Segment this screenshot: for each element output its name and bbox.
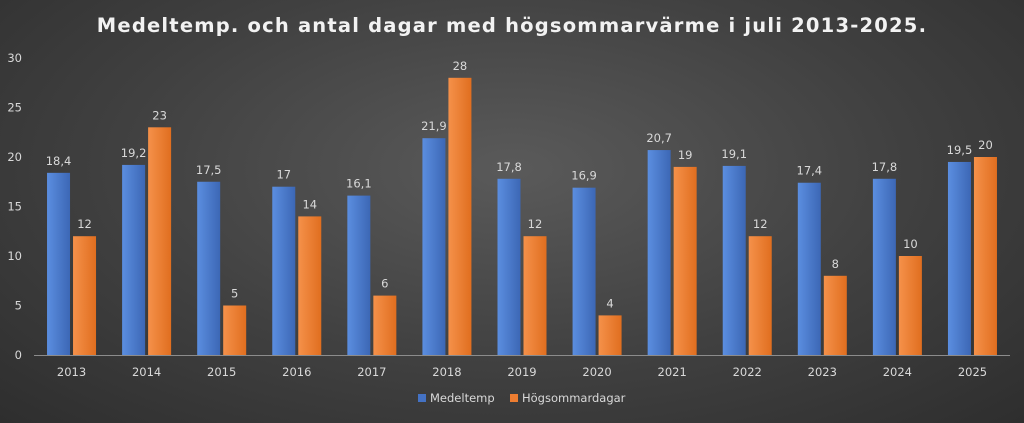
legend-label-medeltemp: Medeltemp xyxy=(430,391,495,405)
chart-title: Medeltemp. och antal dagar med högsommar… xyxy=(96,14,928,37)
bar-hogsommardagar xyxy=(898,256,922,355)
data-label: 4 xyxy=(606,296,613,310)
y-tick-label: 10 xyxy=(7,249,22,263)
data-label: 19 xyxy=(678,148,693,162)
data-label: 12 xyxy=(77,217,92,231)
bar-medeltemp xyxy=(347,195,371,355)
bar-hogsommardagar xyxy=(448,77,472,356)
x-tick-label: 2015 xyxy=(207,365,236,379)
bar-medeltemp xyxy=(272,186,296,355)
bar-hogsommardagar xyxy=(298,216,322,355)
bar-medeltemp xyxy=(122,164,146,355)
bar-hogsommardagar xyxy=(973,157,997,355)
bar-medeltemp xyxy=(947,161,971,355)
data-label: 17,5 xyxy=(196,163,222,177)
data-label: 23 xyxy=(152,108,167,122)
data-label: 18,4 xyxy=(46,154,72,168)
bar-medeltemp xyxy=(872,178,896,355)
data-label: 19,5 xyxy=(947,143,973,157)
data-label: 20 xyxy=(978,138,993,152)
data-label: 17,8 xyxy=(872,160,898,174)
y-tick-label: 30 xyxy=(7,51,22,65)
legend-swatch-hogsommardagar xyxy=(510,394,518,402)
data-label: 21,9 xyxy=(421,119,447,133)
data-label: 12 xyxy=(753,217,768,231)
x-tick-label: 2014 xyxy=(132,365,161,379)
bar-hogsommardagar xyxy=(673,166,697,355)
x-tick-label: 2024 xyxy=(883,365,912,379)
data-label: 19,2 xyxy=(121,146,147,160)
bar-medeltemp xyxy=(422,138,446,355)
bar-medeltemp xyxy=(47,172,71,355)
y-tick-label: 5 xyxy=(15,299,22,313)
x-tick-label: 2020 xyxy=(582,365,611,379)
bar-medeltemp xyxy=(497,178,521,355)
data-label: 28 xyxy=(453,59,468,73)
bar-hogsommardagar xyxy=(73,236,97,355)
x-tick-label: 2016 xyxy=(282,365,311,379)
bar-hogsommardagar xyxy=(223,305,247,355)
legend-label-hogsommardagar: Högsommardagar xyxy=(522,391,626,405)
y-tick-label: 20 xyxy=(7,150,22,164)
data-label: 16,1 xyxy=(346,177,372,191)
x-tick-label: 2018 xyxy=(432,365,461,379)
data-label: 6 xyxy=(381,277,388,291)
bar-medeltemp xyxy=(197,181,221,355)
bar-hogsommardagar xyxy=(523,236,547,355)
x-tick-label: 2017 xyxy=(357,365,386,379)
y-tick-label: 25 xyxy=(7,101,22,115)
x-tick-label: 2023 xyxy=(808,365,837,379)
bar-hogsommardagar xyxy=(748,236,772,355)
bar-hogsommardagar xyxy=(598,315,622,355)
data-label: 17,4 xyxy=(797,164,823,178)
x-tick-label: 2013 xyxy=(57,365,86,379)
x-tick-label: 2025 xyxy=(958,365,987,379)
x-tick-label: 2021 xyxy=(658,365,687,379)
bar-medeltemp xyxy=(647,150,671,355)
data-label: 8 xyxy=(832,257,839,271)
data-label: 17,8 xyxy=(496,160,522,174)
data-label: 10 xyxy=(903,237,918,251)
data-label: 12 xyxy=(528,217,543,231)
data-label: 20,7 xyxy=(646,131,672,145)
legend-swatch-medeltemp xyxy=(418,394,426,402)
x-tick-label: 2022 xyxy=(733,365,762,379)
data-label: 17 xyxy=(276,168,291,182)
data-label: 19,1 xyxy=(721,147,747,161)
data-label: 14 xyxy=(302,197,317,211)
y-tick-label: 0 xyxy=(15,348,22,362)
y-tick-label: 15 xyxy=(7,200,22,214)
bar-medeltemp xyxy=(797,182,821,355)
data-label: 5 xyxy=(231,287,238,301)
bar-medeltemp xyxy=(722,165,746,355)
data-label: 16,9 xyxy=(571,169,597,183)
bar-medeltemp xyxy=(572,187,596,355)
bar-hogsommardagar xyxy=(823,275,847,355)
bar-hogsommardagar xyxy=(148,127,172,355)
x-tick-label: 2019 xyxy=(507,365,536,379)
bar-hogsommardagar xyxy=(373,295,397,355)
